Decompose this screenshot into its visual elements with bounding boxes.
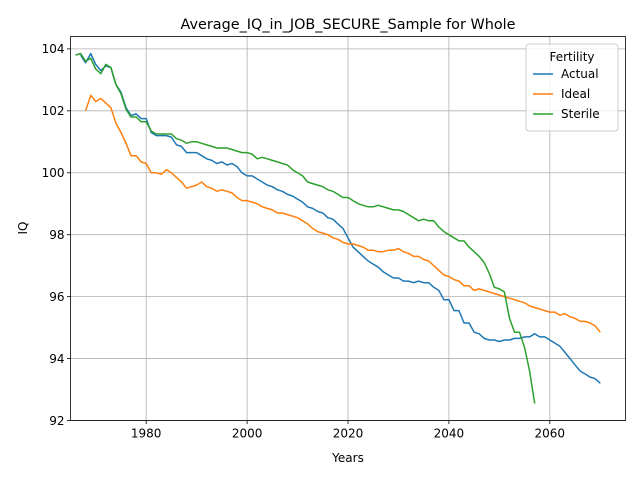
legend-label-sterile: Sterile [561,107,600,121]
y-tick-label: 96 [49,290,64,304]
x-tick-label: 1980 [131,427,162,441]
legend-box [525,43,619,132]
legend-items: Actual Ideal Sterile [533,67,600,121]
x-tick-label: 2040 [434,427,465,441]
y-axis-label: IQ [16,222,30,235]
y-tick-label: 100 [42,166,65,180]
legend-label-actual: Actual [561,67,599,81]
y-tick-label: 104 [42,42,65,56]
x-tick-label: 2060 [535,427,566,441]
y-tick-label: 102 [42,104,65,118]
x-axis-label: Years [331,451,364,465]
series-lines [75,52,601,404]
y-tick-label: 92 [49,414,64,428]
y-tick-label: 94 [49,352,64,366]
y-tick-label: 98 [49,228,64,242]
chart-title: Average_IQ_in_JOB_SECURE_Sample for Whol… [180,17,515,33]
x-tick-label: 2020 [333,427,364,441]
y-axis-ticks: 92 94 96 98 100 102 104 [42,42,71,428]
legend-title: Fertility [549,50,594,64]
x-tick-label: 2000 [232,427,263,441]
x-axis-ticks: 1980 2000 2020 2040 2060 [131,420,566,441]
legend: Fertility Actual Ideal Sterile [525,43,619,132]
series-line-actual [79,52,601,384]
series-line-ideal [84,94,601,333]
legend-label-ideal: Ideal [561,87,590,101]
series-line-sterile [75,52,536,404]
